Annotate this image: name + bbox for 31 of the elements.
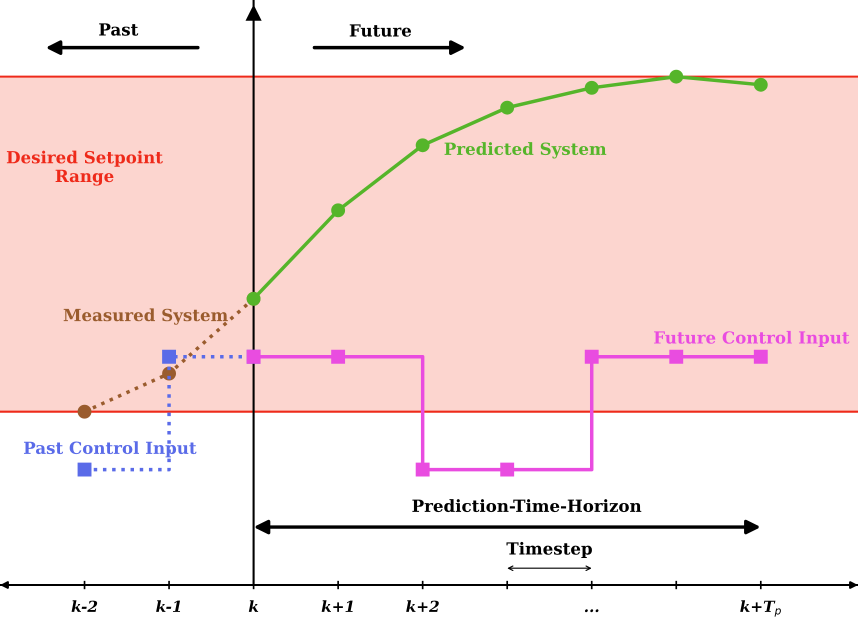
point — [331, 350, 346, 364]
x-tick-label: k+1 — [322, 600, 353, 612]
point — [669, 350, 684, 364]
point — [416, 138, 430, 152]
point — [78, 462, 92, 477]
series-label: Past Control Input — [24, 441, 197, 458]
point — [669, 70, 684, 84]
point — [500, 462, 514, 477]
point — [331, 203, 346, 218]
x-tick-label: k+T$_{p}$ — [740, 600, 781, 617]
point — [500, 100, 514, 115]
series-label: Predicted System — [444, 142, 606, 159]
series-label: Future Control Input — [654, 330, 850, 348]
point — [162, 350, 176, 364]
point — [754, 350, 768, 364]
x-tick-label: ... — [584, 609, 598, 612]
annotation: Timestep — [506, 542, 592, 558]
x-tick-label: k-2 — [72, 600, 98, 612]
band-label: Desired Setpoint Range — [6, 150, 163, 186]
annotation: Prediction-Time-Horizon — [412, 499, 642, 512]
point — [78, 404, 92, 419]
x-tick-label: k+2 — [406, 600, 439, 612]
text: Future — [350, 24, 412, 37]
point — [754, 78, 768, 92]
point — [416, 462, 430, 477]
x-tick-label: k — [248, 600, 258, 612]
point — [584, 80, 599, 95]
point — [584, 350, 599, 364]
text: Past — [99, 23, 138, 36]
x-tick-label: k-1 — [156, 600, 180, 612]
series-label: Measured System — [64, 308, 228, 325]
